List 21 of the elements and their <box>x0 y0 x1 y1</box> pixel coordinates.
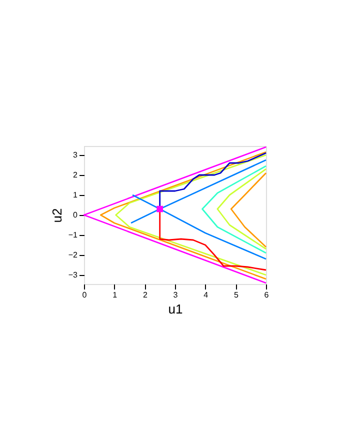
line-series <box>202 165 267 254</box>
y-axis-title: u2 <box>49 208 64 223</box>
y-tick-label: 2 <box>73 170 78 180</box>
y-tick-label: −3 <box>68 270 78 280</box>
y-tick-label: −1 <box>68 230 78 240</box>
x-tick-label: 5 <box>234 290 239 300</box>
line-series <box>216 168 267 250</box>
y-tick-label: 0 <box>73 210 78 220</box>
x-tick-label: 2 <box>142 290 148 300</box>
line-series <box>130 159 267 224</box>
x-tick-label: 4 <box>204 290 209 300</box>
y-tick-label: −2 <box>68 250 78 260</box>
line-series <box>132 194 267 260</box>
line-series <box>230 172 267 248</box>
y-tick-label: 1 <box>73 190 78 200</box>
y-tick-label: 3 <box>73 150 78 160</box>
x-axis-title: u1 <box>168 302 183 316</box>
x-tick-label: 6 <box>264 290 270 300</box>
x-tick-label: 1 <box>112 290 118 300</box>
x-tick-label: 3 <box>173 290 178 300</box>
x-tick-label: 0 <box>82 290 88 300</box>
